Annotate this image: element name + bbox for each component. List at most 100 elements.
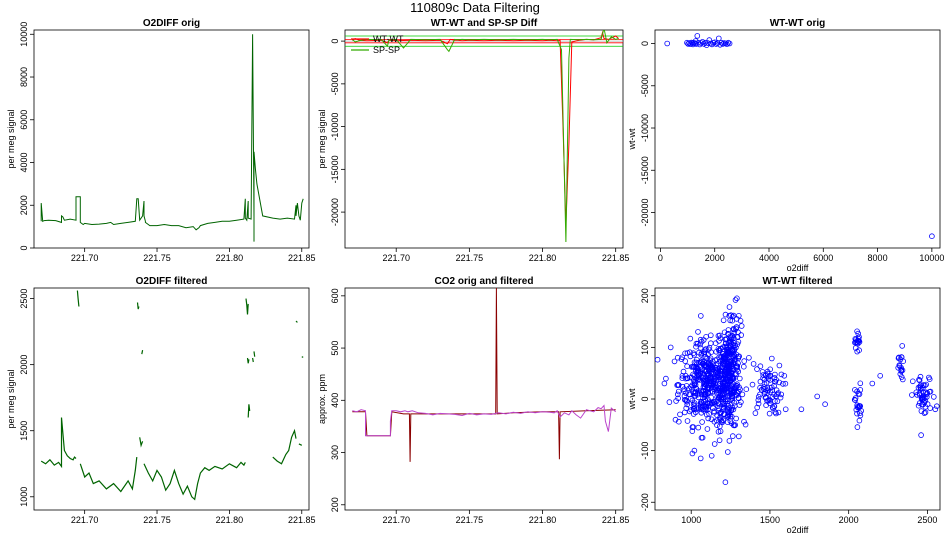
scatter-point	[704, 426, 711, 432]
scatter-point	[929, 233, 935, 240]
scatter-point	[730, 312, 737, 319]
y-tick-label: -100	[640, 442, 650, 460]
scatter-point	[722, 380, 729, 387]
y-tick-label: 6000	[19, 110, 29, 130]
scatter-point	[933, 403, 940, 410]
y-tick-label: -15000	[640, 156, 650, 184]
scatter-point	[691, 380, 698, 387]
scatter-point	[899, 376, 906, 383]
scatter-point	[683, 397, 690, 404]
scatter-point	[716, 347, 722, 354]
series-segment	[295, 320, 298, 323]
scatter-point	[663, 375, 669, 382]
scatter-point	[713, 41, 719, 47]
scatter-point	[724, 41, 730, 47]
y-tick-label: -15000	[330, 155, 340, 183]
scatter-point	[778, 371, 785, 378]
scatter-point	[730, 359, 736, 366]
scatter-point	[877, 372, 883, 379]
scatter-point	[918, 386, 924, 392]
scatter-point	[921, 410, 928, 416]
scatter-point	[684, 350, 691, 356]
scatter-point	[909, 392, 915, 398]
plot-frame	[654, 29, 941, 249]
chart-panel-3: WT-WT orig 0 2000 4000 6000 8000 10000 -20000 -1…	[627, 18, 944, 273]
scatter-point	[856, 403, 863, 409]
scatter-point	[917, 382, 924, 389]
series-segment	[301, 356, 304, 358]
scatter-point	[734, 363, 740, 370]
scatter-point	[854, 424, 861, 430]
scatter-point	[728, 369, 735, 376]
series-segment	[252, 357, 254, 363]
scatter-point	[717, 367, 724, 374]
plot-frame	[33, 287, 310, 511]
scatter-point	[675, 395, 681, 402]
series-segment	[246, 357, 250, 364]
y-tick-label: 2500	[19, 289, 29, 309]
scatter-point	[724, 373, 731, 380]
scatter-point	[715, 428, 722, 435]
scatter-point	[716, 401, 722, 407]
scatter-point	[760, 372, 766, 378]
chart-title: O2DIFF filtered	[136, 276, 208, 287]
scatter-point	[701, 384, 708, 391]
scatter-point	[857, 380, 864, 387]
x-tick-label: 2000	[705, 253, 725, 263]
scatter-point	[712, 384, 719, 391]
y-tick-label: -200	[640, 493, 650, 511]
scatter-point	[720, 351, 727, 357]
scatter-point	[750, 361, 757, 367]
scatter-point	[768, 355, 775, 362]
y-tick-label: 600	[330, 288, 340, 303]
scatter-point	[754, 366, 760, 372]
y-axis-label: wt-wt	[627, 128, 637, 150]
scatter-point	[725, 368, 732, 375]
scatter-point	[727, 317, 733, 324]
scatter-point	[856, 417, 863, 424]
scatter-point	[738, 399, 744, 405]
scatter-point	[705, 364, 712, 371]
scatter-point	[757, 363, 764, 370]
scatter-point	[898, 374, 905, 380]
scatter-point	[782, 380, 789, 387]
scatter-point	[690, 401, 697, 408]
scatter-point	[854, 410, 860, 417]
scatter-point	[746, 354, 752, 361]
x-tick-label: 221.70	[382, 515, 410, 525]
series-segment	[139, 437, 144, 448]
scatter-point	[732, 297, 739, 303]
x-tick-label: 6000	[813, 253, 833, 263]
scatter-point	[717, 428, 724, 435]
scatter-point	[916, 376, 922, 383]
x-tick-label: 221.85	[288, 515, 316, 525]
scatter-point	[922, 404, 929, 410]
scatter-point	[727, 342, 734, 349]
scatter-point	[694, 340, 701, 347]
scatter-point	[693, 385, 700, 392]
scatter-point	[722, 340, 729, 347]
x-tick-label: 1000	[681, 515, 701, 525]
scatter-point	[697, 455, 704, 462]
scatter-point	[700, 337, 707, 343]
y-tick-label: -20000	[330, 198, 340, 226]
scatter-point	[677, 411, 683, 418]
scatter-point	[777, 394, 784, 401]
y-tick-label: 300	[330, 445, 340, 460]
scatter-point	[760, 375, 766, 381]
scatter-point	[856, 403, 863, 410]
scatter-point	[895, 355, 902, 362]
y-tick-label: 0	[640, 396, 650, 401]
scatter-point	[739, 391, 746, 398]
scatter-point	[765, 375, 772, 382]
scatter-point	[713, 362, 720, 369]
scatter-point	[729, 404, 736, 411]
scatter-point	[932, 406, 939, 413]
x-tick-label: 221.80	[529, 253, 557, 263]
scatter-point	[704, 400, 711, 407]
chart-panel-4: O2DIFF filtered 221.70 221.75 221.80 221.85 1…	[6, 276, 316, 525]
scatter-point	[896, 363, 903, 369]
y-tick-label: 0	[330, 39, 340, 44]
scatter-point	[698, 350, 705, 357]
scatter-point	[761, 391, 768, 397]
